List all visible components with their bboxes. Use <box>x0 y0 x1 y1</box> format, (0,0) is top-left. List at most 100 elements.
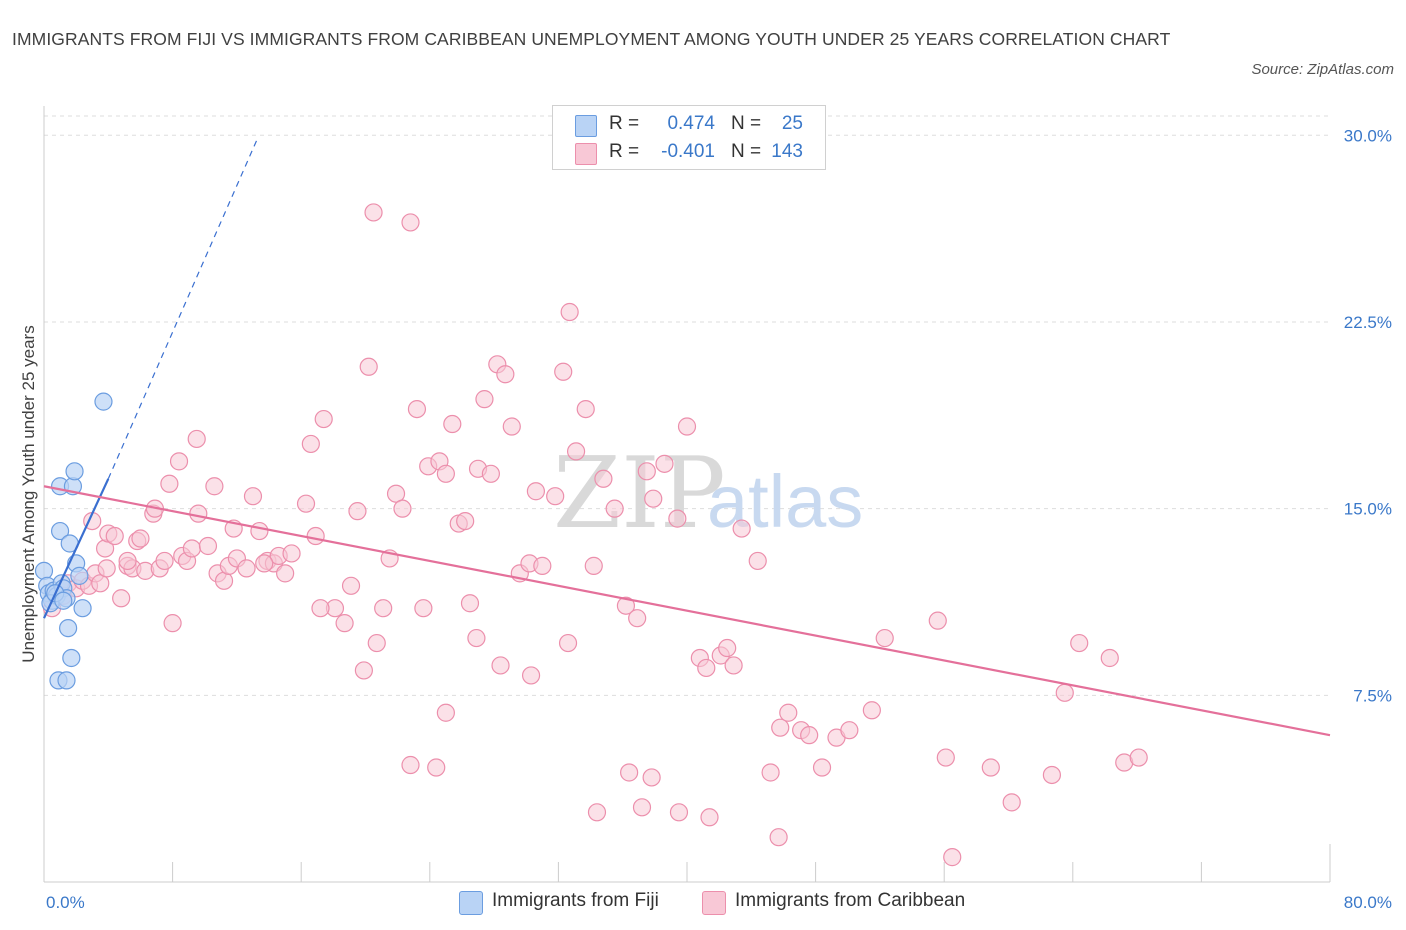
caribbean-point <box>456 511 475 531</box>
caribbean-point <box>496 365 515 384</box>
caribbean-point <box>644 489 663 508</box>
caribbean-point <box>97 559 116 578</box>
grid-lines <box>44 115 1330 696</box>
series-legend: Immigrants from Fiji Immigrants from Car… <box>0 889 1406 915</box>
x-tick-label: 0.0% <box>46 893 85 912</box>
source-label: Source: ZipAtlas.com <box>1251 61 1394 78</box>
caribbean-point <box>812 758 832 777</box>
caribbean-point <box>475 390 494 409</box>
caribbean-point <box>526 482 545 501</box>
caribbean-point <box>546 487 565 506</box>
caribbean-point <box>198 536 218 556</box>
fiji-trend-extension <box>107 137 259 480</box>
caribbean-point <box>341 576 361 595</box>
caribbean-point <box>296 494 316 513</box>
n-value: 143 <box>771 141 803 162</box>
fiji-point <box>54 591 73 610</box>
caribbean-point <box>724 656 743 675</box>
caribbean-point <box>558 633 578 653</box>
caribbean-point <box>187 429 206 449</box>
caribbean-point <box>700 808 719 827</box>
caribbean-point <box>367 633 386 653</box>
caribbean-point <box>414 599 433 618</box>
fiji-point <box>70 566 89 585</box>
fiji-point <box>57 671 76 690</box>
caribbean-point <box>401 755 420 775</box>
caribbean-point <box>1129 748 1148 767</box>
caribbean-point <box>301 434 320 454</box>
caribbean-point <box>182 539 201 558</box>
caribbean-point <box>282 544 301 563</box>
caribbean-point <box>237 559 256 578</box>
caribbean-points <box>42 203 1148 867</box>
caribbean-point <box>732 519 751 538</box>
caribbean-point <box>311 599 330 618</box>
caribbean-point <box>669 803 689 822</box>
caribbean-point <box>771 718 790 737</box>
fiji-point <box>73 599 92 618</box>
trend-lines <box>43 137 1331 737</box>
caribbean-point <box>393 499 412 518</box>
caribbean-point <box>436 464 455 483</box>
caribbean-point <box>335 614 354 633</box>
caribbean-point <box>560 302 579 322</box>
caribbean-point <box>928 611 947 630</box>
caribbean-legend-swatch <box>702 891 726 915</box>
caribbean-point <box>761 763 780 782</box>
fiji-point <box>62 648 81 668</box>
caribbean-point <box>594 469 613 488</box>
caribbean-point <box>1042 765 1062 785</box>
watermark-atlas: atlas <box>707 460 863 543</box>
caribbean-point <box>407 399 427 419</box>
fiji-trend-line <box>43 478 110 619</box>
caribbean-point <box>205 477 224 496</box>
r-value: 0.474 <box>667 113 715 134</box>
y-axis-label: Unemployment Among Youth under 25 years <box>19 325 38 662</box>
n-value: 25 <box>781 113 803 134</box>
y-tick-label: 30.0% <box>1344 126 1392 145</box>
caribbean-point <box>1100 648 1119 668</box>
caribbean-point <box>364 203 383 222</box>
caribbean-point <box>554 362 573 381</box>
caribbean-point <box>189 504 208 523</box>
caribbean-point <box>491 656 510 675</box>
caribbean-point <box>314 409 333 429</box>
caribbean-point <box>718 638 737 658</box>
caribbean-point <box>936 748 955 767</box>
legend-label-caribbean: Immigrants from Caribbean <box>735 890 966 911</box>
caribbean-point <box>632 798 652 817</box>
fiji-point <box>50 521 70 541</box>
caribbean-swatch <box>575 143 597 165</box>
caribbean-point <box>436 703 455 722</box>
caribbean-point <box>637 462 656 481</box>
watermark: ZIP atlas <box>553 437 863 551</box>
r-label: R = <box>609 113 640 134</box>
stats-legend: R = 0.474 N = 25 R = -0.401 N = 143 <box>552 105 826 170</box>
caribbean-point <box>243 487 263 506</box>
caribbean-point <box>642 768 661 787</box>
caribbean-point <box>587 803 607 822</box>
caribbean-point <box>374 599 393 618</box>
caribbean-point <box>584 556 603 575</box>
caribbean-point <box>521 666 541 685</box>
caribbean-point <box>875 628 894 648</box>
caribbean-point <box>359 357 378 376</box>
caribbean-point <box>131 529 150 548</box>
caribbean-point <box>255 554 274 573</box>
caribbean-point <box>169 452 189 471</box>
caribbean-point <box>163 614 182 633</box>
caribbean-point <box>1055 683 1074 702</box>
n-label: N = <box>731 141 762 162</box>
caribbean-point <box>655 454 674 473</box>
caribbean-point <box>779 703 798 722</box>
caribbean-point <box>533 556 552 575</box>
caribbean-point <box>118 551 137 571</box>
caribbean-point <box>401 213 420 232</box>
caribbean-point <box>427 758 446 777</box>
caribbean-point <box>354 661 373 680</box>
fiji-legend-swatch <box>459 891 483 915</box>
caribbean-point <box>620 763 639 782</box>
caribbean-point <box>348 502 367 521</box>
caribbean-point <box>769 828 788 847</box>
